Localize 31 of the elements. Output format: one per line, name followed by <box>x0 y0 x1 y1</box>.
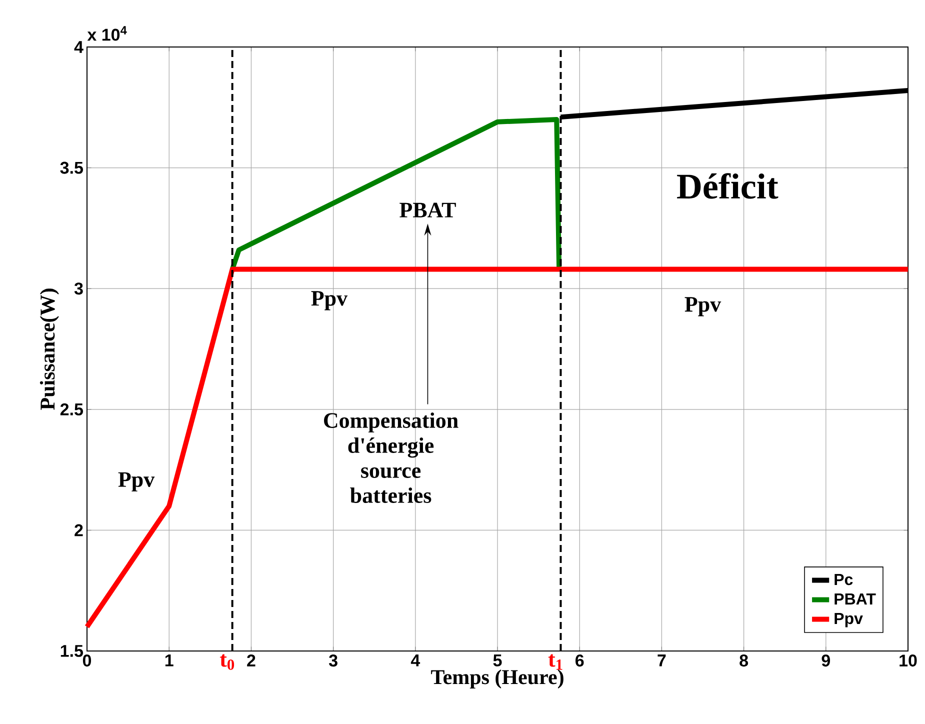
x-tick-label: 5 <box>493 654 502 666</box>
x-tick-label: 0 <box>82 654 92 667</box>
y-tick-label: 2.5 <box>60 403 84 416</box>
x-tick-label: 4 <box>410 654 420 666</box>
annotation: PBAT <box>400 202 456 218</box>
x-tick-label: 9 <box>822 654 830 667</box>
ref-line-label: t$_{1}$ <box>548 654 562 670</box>
x-tick-label: 1 <box>165 654 174 666</box>
annotation: Ppv <box>311 291 348 310</box>
y-tick-label: 4 <box>74 41 84 53</box>
x-tick-label: 2 <box>247 654 256 666</box>
annotation: Compensation d'énergie source batteries <box>324 412 458 503</box>
y-tick-label: 2 <box>74 524 83 536</box>
x-axis-title: Temps (Heure) <box>431 669 564 688</box>
annotation: Ppv <box>684 297 722 316</box>
x-tick-label: 6 <box>576 654 584 667</box>
y-axis-title: Puissance(W) <box>40 288 59 410</box>
text: x 10$^{4}$ <box>87 26 127 41</box>
annotation: Ppv <box>118 472 155 492</box>
y-tick-label: 1.5 <box>60 645 84 657</box>
legend-label: Ppv <box>834 612 863 628</box>
x-tick-label: 3 <box>328 654 338 667</box>
x-tick-label: 7 <box>658 654 666 666</box>
legend-label: Pc <box>834 574 853 586</box>
x-tick-label: 8 <box>740 654 748 667</box>
x-tick-label: 10 <box>900 654 917 667</box>
annotation: Déficit <box>677 173 778 199</box>
ref-line-label: t$_{0}$ <box>220 654 234 670</box>
y-tick-label: 3 <box>74 282 83 295</box>
y-tick-label: 3.5 <box>60 162 84 174</box>
legend-label: PBAT <box>834 593 876 604</box>
